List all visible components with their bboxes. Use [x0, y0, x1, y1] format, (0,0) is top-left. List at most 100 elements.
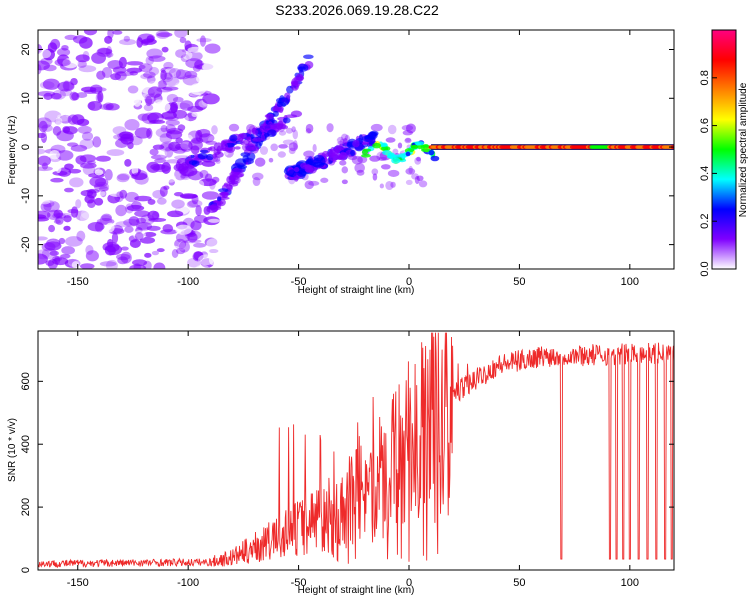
spectrogram-blob — [99, 214, 113, 225]
spectrogram-blob — [175, 82, 183, 88]
spectrogram-blob — [120, 246, 129, 251]
spectrogram-blob — [122, 96, 131, 104]
spectrogram-blob — [278, 130, 287, 136]
spectrogram-blob — [165, 245, 182, 256]
spectrogram-blob — [180, 174, 189, 179]
spectrogram-blob — [48, 165, 56, 178]
spectrogram-blob — [41, 242, 56, 252]
spectrogram-blob — [150, 154, 167, 160]
spectrogram-blob — [421, 148, 432, 153]
spectrogram-blob — [369, 155, 381, 162]
colorbar-gradient — [711, 29, 737, 270]
spectrogram-blob — [129, 135, 143, 146]
spectrogram-blob — [167, 210, 184, 218]
spectrogram-blob — [149, 148, 159, 156]
spectrogram-blob — [84, 194, 95, 204]
spectrogram-blob — [229, 134, 238, 142]
spectrogram-blob — [302, 164, 312, 168]
spectrogram-blob — [155, 127, 172, 138]
spectrogram-blob — [361, 153, 371, 158]
spectrogram-blob — [234, 146, 241, 150]
spectrogram-blob — [118, 56, 127, 69]
spectrogram-blob — [143, 231, 157, 238]
colorbar-ticks: 0.0 0.2 0.4 0.6 0.8 — [699, 70, 717, 277]
spectrogram-blob — [133, 96, 142, 107]
spectrogram-blob — [189, 83, 207, 95]
spectrogram-blob — [401, 153, 406, 160]
spectrogram-blob — [54, 58, 71, 67]
spectrogram-blob — [308, 180, 320, 186]
spectrogram-blob — [115, 204, 127, 217]
spectrogram-blob — [372, 173, 378, 181]
spectrogram-blob — [106, 149, 125, 157]
spectrogram-blob — [119, 189, 128, 199]
spectrogram-blob — [215, 159, 221, 164]
spectrogram-blob — [117, 173, 130, 181]
spectrogram-blob — [104, 169, 113, 181]
spectrogram-blob — [147, 80, 160, 89]
spectrogram-blob — [157, 80, 167, 90]
spectrogram-blob — [218, 133, 225, 138]
spectrogram-blob — [148, 66, 160, 76]
spectrogram-blob — [165, 124, 176, 134]
spectrogram-blob — [385, 137, 396, 143]
spectrogram-blob — [282, 139, 295, 145]
spectrogram-blob — [341, 166, 349, 174]
spectrogram-blob — [61, 246, 76, 255]
spectrogram-blob — [254, 157, 266, 167]
spectrogram-blob — [175, 137, 183, 144]
spectrogram-blob — [291, 126, 296, 133]
spectrogram-blob — [147, 86, 163, 98]
spectrogram-blob — [75, 210, 90, 221]
spectrogram-blob — [261, 152, 271, 158]
spectrogram-blob — [232, 167, 244, 174]
spectrogram-blob — [291, 153, 300, 161]
spectrogram-blob — [63, 215, 72, 223]
spectrogram-blob — [60, 253, 71, 259]
spectrogram-blob — [178, 163, 187, 172]
spectrogram-blob — [64, 34, 78, 41]
spectrogram-blob — [223, 182, 229, 187]
spectrogram-blob — [146, 161, 160, 173]
spectrogram-blob — [206, 153, 214, 161]
spectrogram-blob — [208, 218, 221, 223]
spectrogram-blob — [62, 80, 74, 91]
spectrogram-blob — [184, 70, 198, 79]
spectrogram-blob — [99, 261, 117, 267]
spectrogram-blob — [38, 166, 53, 172]
spectrogram-blob — [336, 136, 345, 145]
spectrogram-blob — [218, 188, 229, 193]
spectrogram-blob — [134, 195, 152, 202]
spectrogram-blob — [311, 136, 320, 143]
spectrogram-blob — [154, 158, 167, 164]
spectrogram-blob — [129, 239, 141, 248]
spectrogram-blob — [149, 71, 165, 80]
spectrogram-blob — [192, 64, 201, 72]
spectrogram-blob — [163, 116, 179, 121]
spectrogram-blob — [104, 51, 114, 58]
spectrogram-blob — [159, 149, 168, 158]
spectrogram-blob — [341, 179, 348, 185]
spectrogram-blob — [48, 224, 56, 233]
spectrogram-blob — [293, 140, 298, 150]
spectrogram-blob — [404, 137, 412, 144]
spectrogram-blob — [197, 254, 215, 266]
spectrogram-blob — [137, 224, 149, 230]
spectrogram-blob — [176, 157, 189, 166]
snr-x-tick-label: 100 — [621, 577, 639, 589]
spectrogram-blob — [405, 137, 412, 142]
spectrogram-blob — [153, 262, 166, 269]
spectrogram-blob — [371, 168, 379, 176]
spectrogram-blob — [143, 71, 156, 79]
spectrogram-blob — [160, 125, 168, 133]
spectrogram-y-ticks: -20 -10 0 10 20 — [20, 43, 674, 253]
spectrogram-blob — [116, 266, 124, 269]
spectrogram-blob — [199, 35, 207, 47]
spectrogram-blob — [405, 151, 411, 157]
spectrogram-blob — [252, 172, 264, 181]
spectrogram-blob — [101, 67, 113, 78]
spectrogram-blob — [162, 86, 179, 91]
snr-line — [38, 332, 674, 569]
spectrogram-blob — [132, 259, 148, 267]
spectrogram-blob — [285, 127, 293, 134]
